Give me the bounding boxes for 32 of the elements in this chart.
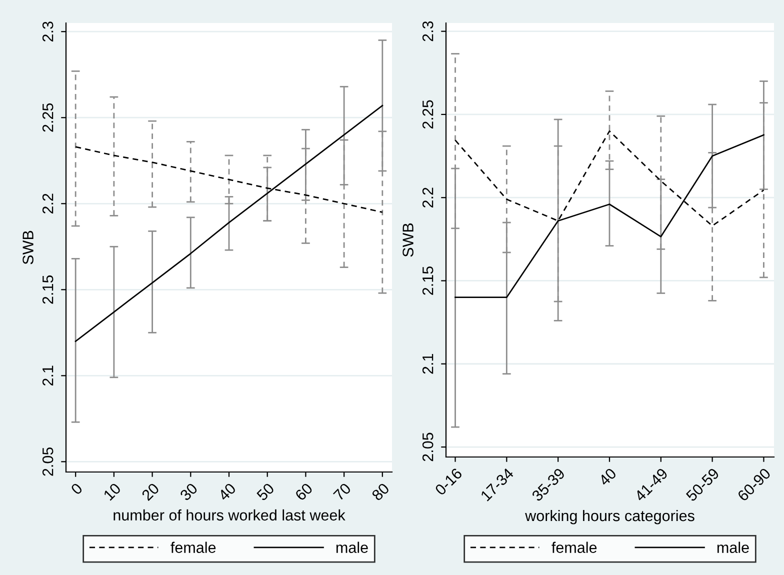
legend-label: male: [717, 542, 749, 553]
x-tick-label: 50: [256, 482, 275, 502]
y-tick-label: 2.3: [422, 21, 434, 42]
y-tick-label: 2.3: [42, 22, 54, 42]
legend-label: female: [552, 542, 597, 553]
y-tick-label: 2.2: [422, 188, 434, 208]
x-tick-label: 30: [179, 482, 198, 502]
y-tick-label: 2.15: [42, 275, 54, 304]
x-tick-label: 40: [598, 467, 617, 486]
legend-label: female: [170, 542, 216, 553]
x-axis-title: number of hours worked last week: [114, 509, 346, 521]
x-tick-label: 70: [332, 482, 352, 502]
y-axis-title: SWB: [22, 230, 34, 264]
x-axis-title: working hours categories: [525, 510, 694, 524]
x-tick-label: 40: [218, 482, 237, 502]
y-tick-label: 2.1: [422, 354, 434, 374]
y-tick-label: 2.1: [42, 366, 54, 386]
x-tick-label: 60: [294, 482, 314, 502]
x-tick-label: 80: [371, 482, 390, 502]
x-tick-label: 20: [141, 482, 160, 502]
y-axis-title: SWB: [402, 223, 414, 257]
line-series: [454, 134, 764, 298]
y-tick-label: 2.15: [422, 266, 434, 295]
x-tick-label: 0: [70, 482, 84, 496]
y-tick-label: 2.05: [422, 432, 434, 462]
y-tick-label: 2.05: [42, 447, 54, 476]
y-tick-label: 2.25: [422, 100, 434, 129]
y-tick-label: 2.25: [42, 103, 54, 132]
y-tick-label: 2.2: [42, 194, 54, 214]
x-tick-label: 10: [103, 482, 122, 501]
legend-label: male: [336, 542, 368, 553]
line-series: [74, 104, 384, 342]
